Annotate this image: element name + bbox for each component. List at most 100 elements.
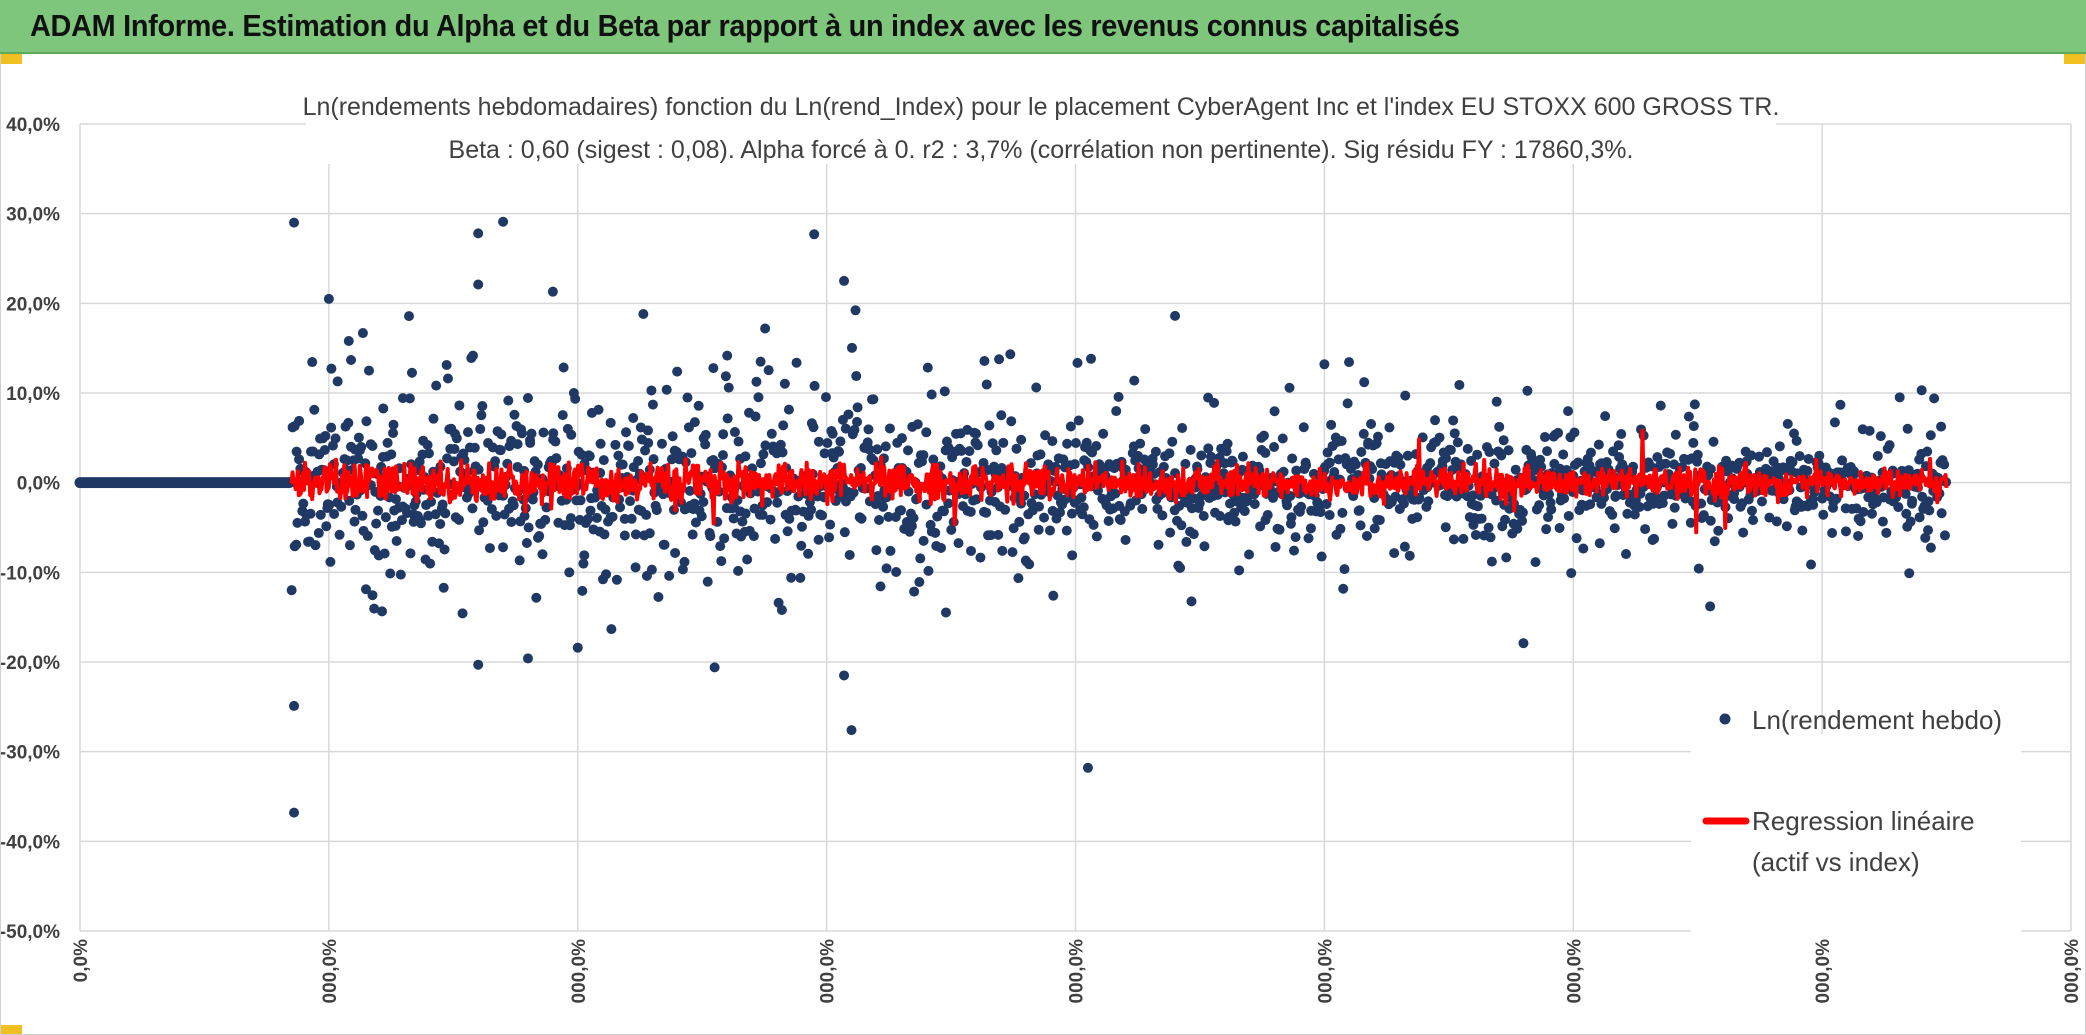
scatter-point bbox=[1470, 529, 1481, 540]
scatter-point bbox=[1539, 432, 1550, 443]
scatter-point bbox=[1203, 443, 1214, 454]
scatter-point bbox=[367, 441, 378, 452]
scatter-point bbox=[1705, 601, 1716, 612]
scatter-point bbox=[516, 428, 527, 439]
y-tick-label: 0,0% bbox=[17, 474, 60, 495]
scatter-point bbox=[286, 585, 297, 596]
scatter-point bbox=[346, 354, 357, 365]
scatter-point bbox=[1901, 508, 1912, 519]
scatter-point bbox=[1746, 505, 1757, 516]
scatter-point bbox=[1698, 510, 1709, 521]
x-tick-label: 000,0% bbox=[320, 939, 341, 1004]
scatter-point bbox=[1359, 377, 1370, 388]
scatter-point bbox=[478, 517, 489, 528]
scatter-point bbox=[1315, 507, 1326, 518]
scatter-point bbox=[806, 504, 817, 515]
scatter-point bbox=[1039, 512, 1050, 523]
scatter-point bbox=[577, 585, 588, 596]
scatter-point bbox=[1035, 449, 1046, 460]
scatter-point bbox=[1078, 502, 1089, 513]
scatter-point bbox=[593, 404, 604, 415]
scatter-point bbox=[1894, 392, 1905, 403]
scatter-point bbox=[1458, 533, 1469, 544]
scatter-point bbox=[1594, 538, 1605, 549]
scatter-point bbox=[1818, 509, 1829, 520]
scatter-point bbox=[1374, 515, 1385, 526]
scatter-point bbox=[353, 432, 364, 443]
scatter-point bbox=[1324, 510, 1335, 521]
scatter-point bbox=[803, 548, 814, 559]
scatter-point bbox=[325, 556, 336, 567]
scatter-point bbox=[1848, 466, 1859, 477]
scatter-point bbox=[1900, 488, 1911, 499]
scatter-point bbox=[1923, 525, 1934, 536]
scatter-point bbox=[1881, 527, 1892, 538]
scatter-point bbox=[1660, 458, 1671, 469]
scatter-point bbox=[775, 439, 786, 450]
scatter-point bbox=[966, 545, 977, 556]
scatter-point bbox=[1073, 415, 1084, 426]
scatter-point bbox=[852, 402, 863, 413]
scatter-point bbox=[382, 437, 393, 448]
scatter-point bbox=[642, 425, 653, 436]
scatter-point bbox=[356, 441, 367, 452]
scatter-point bbox=[1181, 536, 1192, 547]
scatter-point bbox=[1607, 509, 1618, 520]
scatter-point bbox=[1014, 516, 1025, 527]
scatter-point bbox=[640, 445, 651, 456]
scatter-point bbox=[872, 444, 883, 455]
scatter-point bbox=[1840, 526, 1851, 537]
scatter-point bbox=[1129, 375, 1140, 386]
scatter-point bbox=[1344, 357, 1355, 368]
scatter-point bbox=[871, 545, 882, 556]
scatter-point bbox=[1657, 498, 1668, 509]
scatter-point bbox=[1872, 450, 1883, 461]
scatter-point bbox=[1088, 519, 1099, 530]
scatter-point bbox=[661, 384, 672, 395]
scatter-point bbox=[607, 511, 618, 522]
scatter-point bbox=[605, 417, 616, 428]
scatter-point bbox=[531, 592, 542, 603]
scatter-point bbox=[1866, 508, 1877, 519]
scatter-point bbox=[315, 509, 326, 520]
scatter-point bbox=[1395, 459, 1406, 470]
scatter-point bbox=[599, 529, 610, 540]
scatter-point bbox=[778, 420, 789, 431]
scatter-point bbox=[795, 572, 806, 583]
scatter-point bbox=[1085, 353, 1096, 364]
scatter-point bbox=[1033, 501, 1044, 512]
scatter-point bbox=[1756, 496, 1767, 507]
scatter-point bbox=[921, 427, 932, 438]
corner-marker-bottom-left bbox=[0, 1025, 22, 1035]
scatter-point bbox=[558, 362, 569, 373]
scatter-point bbox=[1398, 498, 1409, 509]
scatter-point bbox=[495, 445, 506, 456]
scatter-point bbox=[522, 393, 533, 404]
scatter-point bbox=[693, 400, 704, 411]
scatter-point bbox=[564, 567, 575, 578]
scatter-point bbox=[448, 456, 459, 467]
flat-segment-layer bbox=[74, 477, 295, 489]
scatter-point bbox=[1563, 406, 1574, 417]
scatter-point bbox=[786, 572, 797, 583]
scatter-point bbox=[1558, 449, 1569, 460]
scatter-point bbox=[1685, 517, 1696, 528]
scatter-point bbox=[600, 504, 611, 515]
scatter-point bbox=[936, 542, 947, 553]
scatter-point bbox=[1855, 516, 1866, 527]
scatter-point bbox=[1260, 447, 1271, 458]
scatter-point bbox=[598, 455, 609, 466]
scatter-point bbox=[1893, 502, 1904, 513]
scatter-point bbox=[1025, 458, 1036, 469]
scatter-point bbox=[1011, 443, 1022, 454]
scatter-point bbox=[1709, 536, 1720, 547]
chart-title-background bbox=[306, 84, 1776, 164]
scatter-point bbox=[796, 540, 807, 551]
scatter-point bbox=[753, 392, 764, 403]
scatter-point bbox=[1290, 532, 1301, 543]
scatter-point bbox=[425, 558, 436, 569]
scatter-point bbox=[994, 354, 1005, 365]
scatter-point bbox=[909, 586, 920, 597]
x-tick-label: 000,0% bbox=[569, 939, 590, 1004]
scatter-point bbox=[884, 423, 895, 434]
